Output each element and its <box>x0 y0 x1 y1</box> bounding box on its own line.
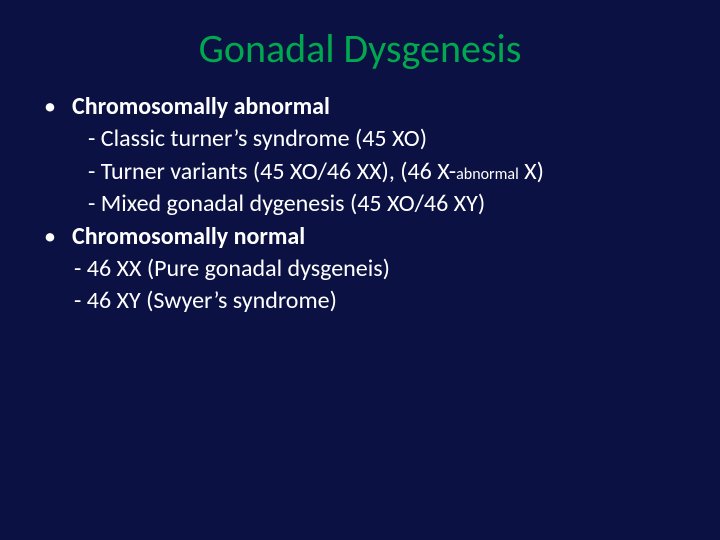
bullet-dot-icon: • <box>40 91 72 123</box>
sub-item-2b: - 46 XY (Swyer’s syndrome) <box>40 285 680 317</box>
bullet-label-2: Chromosomally normal <box>72 221 305 253</box>
sub-item-1b-prefix: - Turner variants (45 XO/46 XX), (46 X- <box>88 157 456 186</box>
sub-item-1b-suffix: X) <box>519 157 544 186</box>
slide: Gonadal Dysgenesis • Chromosomally abnor… <box>0 0 720 540</box>
sub-item-1c: - Mixed gonadal dygenesis (45 XO/46 XY) <box>40 188 680 220</box>
bullet-item-2: • Chromosomally normal <box>40 221 680 253</box>
slide-title: Gonadal Dysgenesis <box>0 0 720 91</box>
sub-item-2a: - 46 XX (Pure gonadal dysgeneis) <box>40 253 680 285</box>
sub-item-1a: - Classic turner’s syndrome (45 XO) <box>40 123 680 155</box>
sub-item-1b-small: abnormal <box>456 165 519 184</box>
bullet-dot-icon: • <box>40 221 72 253</box>
bullet-label-1: Chromosomally abnormal <box>72 91 330 123</box>
bullet-item-1: • Chromosomally abnormal <box>40 91 680 123</box>
sub-item-1b: - Turner variants (45 XO/46 XX), (46 X-a… <box>40 156 680 188</box>
slide-body: • Chromosomally abnormal - Classic turne… <box>0 91 720 318</box>
